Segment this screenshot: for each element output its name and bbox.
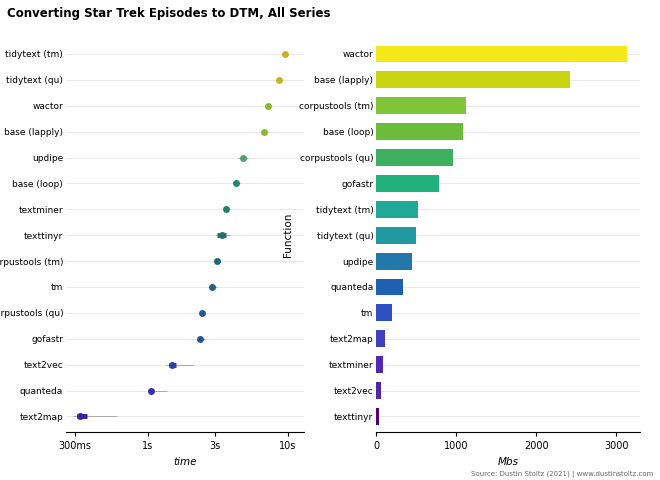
Bar	[376, 252, 412, 269]
Text: Converting Star Trek Episodes to DTM, All Series: Converting Star Trek Episodes to DTM, Al…	[7, 7, 330, 20]
Bar	[376, 330, 385, 347]
Bar	[376, 278, 403, 295]
Bar	[376, 149, 453, 166]
Bar	[376, 382, 381, 399]
Y-axis label: Function: Function	[283, 213, 293, 257]
Bar	[376, 123, 463, 140]
Text: Source: Dustin Stoltz (2021) | www.dustinstoltz.com: Source: Dustin Stoltz (2021) | www.dusti…	[471, 470, 653, 478]
X-axis label: Mbs: Mbs	[498, 456, 519, 467]
Bar	[376, 356, 383, 373]
Bar	[376, 175, 440, 192]
Bar	[376, 46, 626, 62]
Bar	[376, 97, 466, 114]
Bar	[376, 408, 379, 425]
Bar	[376, 72, 570, 88]
Bar	[376, 304, 392, 321]
X-axis label: time: time	[173, 456, 197, 467]
Bar	[376, 201, 418, 218]
Bar	[376, 227, 416, 244]
